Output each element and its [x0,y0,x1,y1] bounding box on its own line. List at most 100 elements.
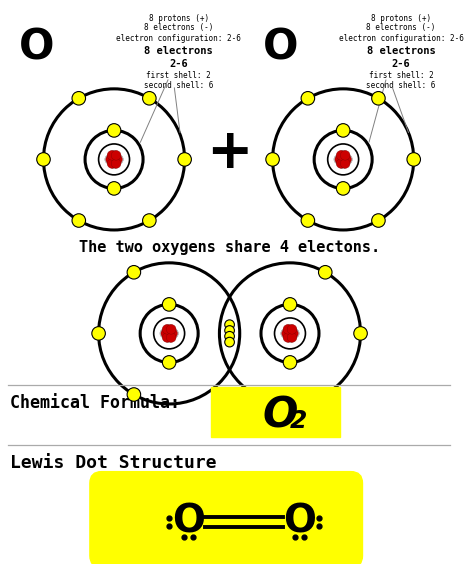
Circle shape [342,154,351,164]
Text: 2-6: 2-6 [392,59,410,69]
Circle shape [166,332,176,342]
Circle shape [72,214,85,227]
Circle shape [340,158,350,168]
Circle shape [99,263,240,404]
Circle shape [162,332,172,342]
Circle shape [334,154,344,164]
Text: The two oxygens share 4 electons.: The two oxygens share 4 electons. [79,239,380,255]
Circle shape [281,328,291,338]
Text: 8 protons (+): 8 protons (+) [149,14,209,24]
Circle shape [283,327,292,336]
Circle shape [166,324,176,334]
Circle shape [336,150,346,160]
Circle shape [338,150,348,160]
Circle shape [111,150,121,160]
Circle shape [340,150,350,160]
Circle shape [319,266,332,279]
Circle shape [289,328,298,338]
Circle shape [288,331,297,340]
Circle shape [107,158,117,168]
Text: 2: 2 [290,409,307,433]
Text: 2-6: 2-6 [169,59,188,69]
Circle shape [99,144,129,175]
Circle shape [338,158,348,168]
Text: second shell: 6: second shell: 6 [366,81,436,90]
Circle shape [285,332,295,342]
Circle shape [319,388,332,401]
Circle shape [36,153,50,166]
Text: Lewis Dot Structure: Lewis Dot Structure [9,454,216,472]
Circle shape [354,327,367,340]
Circle shape [328,144,359,175]
Circle shape [143,91,156,105]
Text: first shell: 2: first shell: 2 [369,71,434,80]
Text: 8 protons (+): 8 protons (+) [371,14,431,24]
FancyBboxPatch shape [211,386,340,437]
Circle shape [338,159,348,169]
Circle shape [372,91,385,105]
Circle shape [341,157,350,166]
Circle shape [283,324,293,334]
Circle shape [225,338,235,347]
Circle shape [283,331,292,340]
Circle shape [112,153,121,162]
Circle shape [283,332,293,342]
Circle shape [114,154,123,164]
Circle shape [372,214,385,227]
Circle shape [167,327,176,336]
Circle shape [169,328,178,338]
Circle shape [343,154,352,164]
Circle shape [335,154,345,164]
Text: O: O [283,503,316,541]
Circle shape [162,331,172,340]
Circle shape [338,151,348,161]
Text: electron configuration: 2-6: electron configuration: 2-6 [339,34,464,42]
Circle shape [154,318,185,349]
Circle shape [336,153,346,162]
Circle shape [105,154,115,164]
Text: O: O [172,503,205,541]
Circle shape [168,328,177,338]
Circle shape [336,158,346,168]
Circle shape [337,181,350,195]
Circle shape [225,331,235,341]
Circle shape [285,325,295,335]
Text: 8 electrons (-): 8 electrons (-) [144,23,213,32]
Text: 8 electrons (-): 8 electrons (-) [366,23,436,32]
Circle shape [337,123,350,137]
Circle shape [111,158,121,168]
Circle shape [336,157,346,166]
Circle shape [167,331,176,340]
Circle shape [143,214,156,227]
Text: O: O [263,394,298,437]
Circle shape [219,263,361,404]
Circle shape [109,150,119,160]
Circle shape [107,150,117,160]
Circle shape [109,151,119,161]
Circle shape [107,181,121,195]
Circle shape [164,324,174,334]
Text: +: + [206,126,252,180]
Circle shape [106,154,116,164]
Circle shape [107,157,117,166]
Circle shape [164,333,174,343]
Circle shape [112,157,121,166]
Circle shape [341,153,350,162]
Circle shape [285,324,295,334]
Circle shape [163,356,176,369]
Text: Chemical Formula:: Chemical Formula: [9,394,180,412]
Text: O: O [263,27,298,69]
Circle shape [109,159,119,169]
Circle shape [290,328,299,338]
Text: first shell: 2: first shell: 2 [146,71,211,80]
Text: O: O [19,27,55,69]
Circle shape [301,214,315,227]
Circle shape [287,324,297,334]
Circle shape [285,333,295,343]
Circle shape [407,153,420,166]
Circle shape [160,328,170,338]
Circle shape [283,298,297,311]
Circle shape [107,123,121,137]
Circle shape [163,298,176,311]
Circle shape [113,154,122,164]
